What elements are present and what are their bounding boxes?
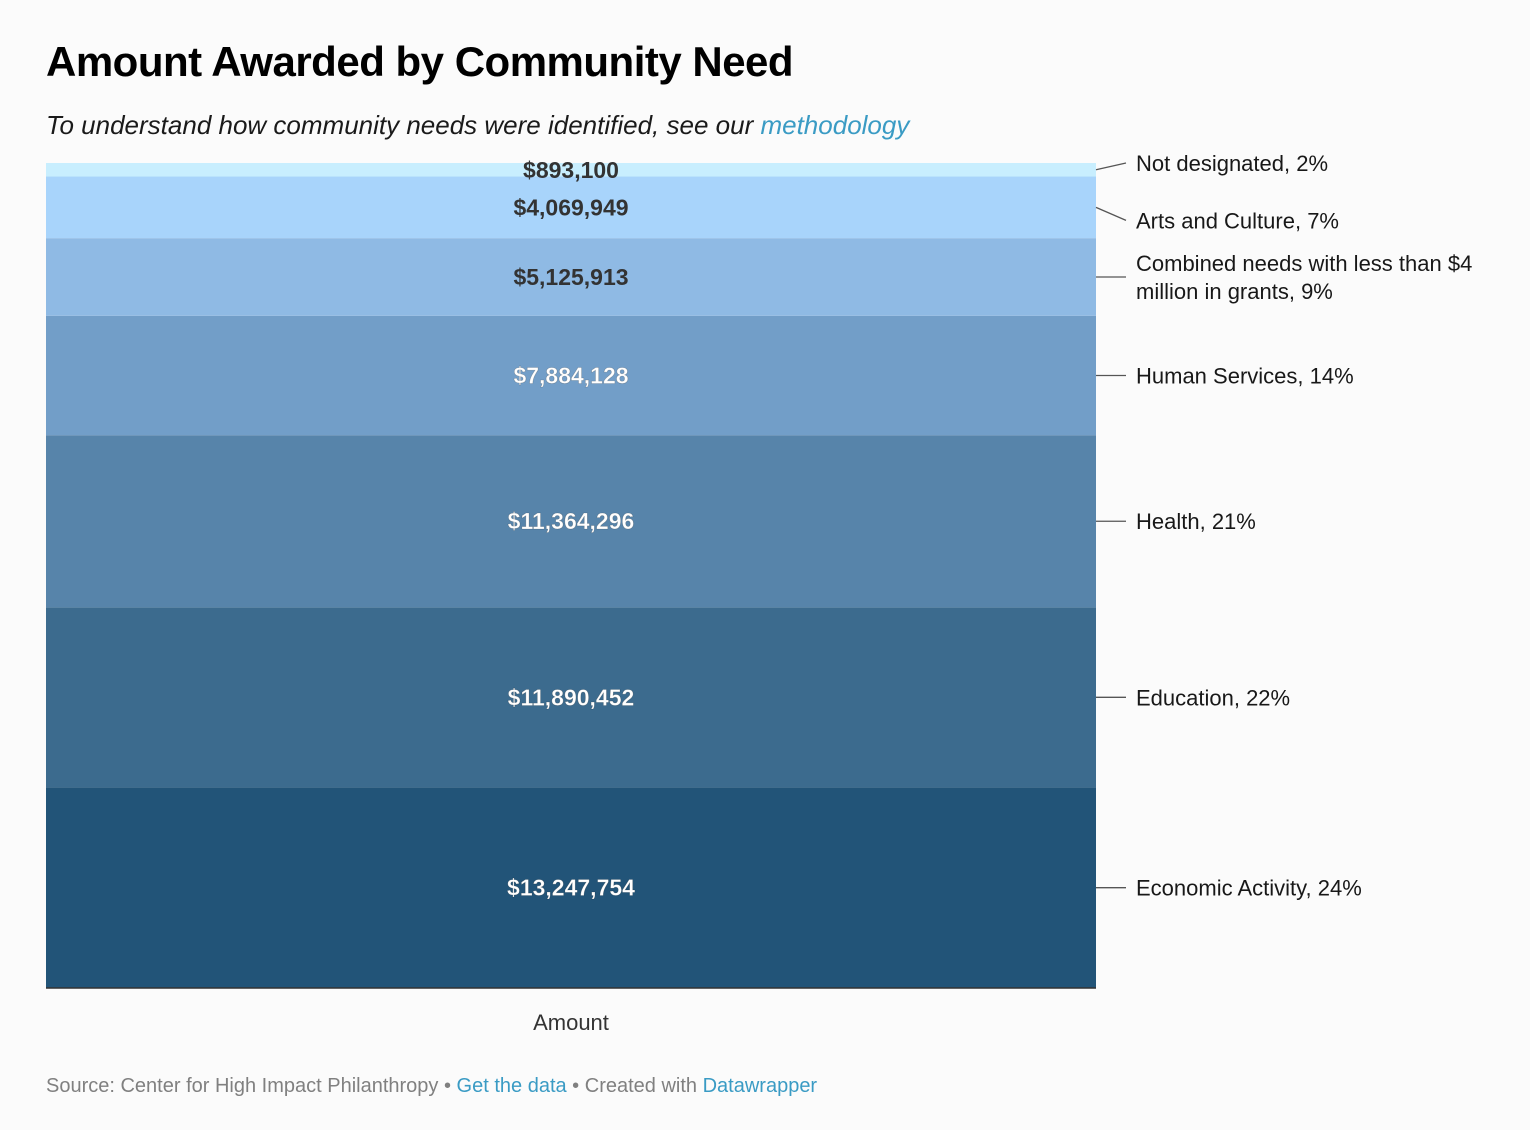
stacked-bar-chart: $13,247,754 Economic Activity, 24% $11,890…: [46, 151, 1472, 1035]
legend-leader-line: [1095, 206, 1127, 221]
bar-segment: [46, 435, 1096, 608]
chart-footer: Source: Center for High Impact Philanthr…: [46, 1075, 817, 1098]
datawrapper-link[interactable]: Datawrapper: [702, 1075, 818, 1097]
bar-value-label: $13,247,754: [507, 875, 635, 901]
legend-label: Not designated, 2%: [1136, 151, 1328, 176]
x-axis-category-label: Amount: [533, 1010, 609, 1035]
bar-segment: [46, 238, 1096, 316]
bar-value-label: $893,100: [523, 157, 619, 183]
bar-value-label: $4,069,949: [513, 194, 628, 220]
bar-value-label: $7,884,128: [513, 362, 628, 388]
footer-separator: •: [438, 1075, 457, 1097]
bar-segment: [46, 315, 1096, 436]
source-text: Source: Center for High Impact Philanthr…: [46, 1075, 439, 1097]
legend-label: Education, 22%: [1136, 685, 1290, 710]
bar-segment: [46, 163, 1096, 177]
legend-leader-line: [1095, 162, 1127, 171]
chart-title: Amount Awarded by Community Need: [46, 38, 794, 85]
chart-subtitle: To understand how community needs were i…: [46, 110, 909, 141]
legend-label: Health, 21%: [1136, 509, 1256, 534]
legend-label: Human Services, 14%: [1136, 363, 1354, 388]
bar-segment: [46, 607, 1096, 788]
legend-label: Combined needs with less than $4 million …: [1136, 251, 1472, 304]
bar-value-label: $11,890,452: [508, 684, 635, 710]
bar-value-label: $5,125,913: [513, 264, 628, 290]
bar-segment: [46, 787, 1096, 988]
bar-value-label: $11,364,296: [508, 508, 635, 534]
bar-segment: [46, 176, 1096, 239]
methodology-link[interactable]: methodology: [760, 110, 910, 140]
subtitle-text: To understand how community needs were i…: [46, 110, 761, 140]
footer-separator: •: [566, 1075, 585, 1097]
created-with-text: Created with: [584, 1075, 703, 1097]
get-the-data-link[interactable]: Get the data: [456, 1075, 567, 1097]
legend-label: Arts and Culture, 7%: [1136, 208, 1339, 233]
legend-label: Economic Activity, 24%: [1136, 876, 1362, 901]
